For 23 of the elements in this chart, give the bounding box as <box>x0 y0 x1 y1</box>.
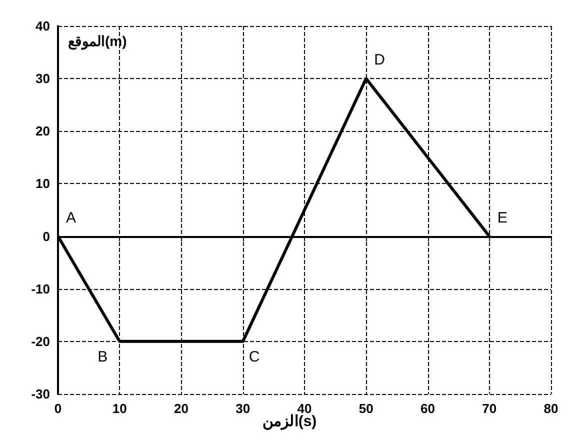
y-tick-label: 40 <box>36 18 50 34</box>
x-tick-label: 50 <box>358 401 374 416</box>
y-tick-label: 0 <box>42 228 50 244</box>
x-tick-label: 70 <box>482 401 497 416</box>
y-tick-label: 30 <box>36 71 50 86</box>
x-tick-label: 0 <box>54 401 62 416</box>
x-tick-label: 30 <box>236 401 250 416</box>
annotation: B <box>98 348 108 366</box>
annotation: A <box>66 209 76 226</box>
y-tick-label: -30 <box>31 386 50 402</box>
annotation: C <box>248 348 260 366</box>
y-tick-label: 20 <box>36 124 50 139</box>
x-tick-label: 60 <box>420 401 435 416</box>
x-tick-label: 10 <box>112 401 127 416</box>
annotation: D <box>374 52 386 69</box>
y-axis-title: الموقع(m) <box>68 33 127 50</box>
x-tick-label: 20 <box>174 401 188 416</box>
x-axis-title: الزمن(s) <box>262 413 317 430</box>
y-tick-label: 10 <box>36 176 50 192</box>
x-tick-label: 80 <box>544 401 558 416</box>
y-tick-label: -20 <box>31 334 50 349</box>
y-tick-label: -10 <box>31 281 50 296</box>
annotation: E <box>497 209 508 226</box>
